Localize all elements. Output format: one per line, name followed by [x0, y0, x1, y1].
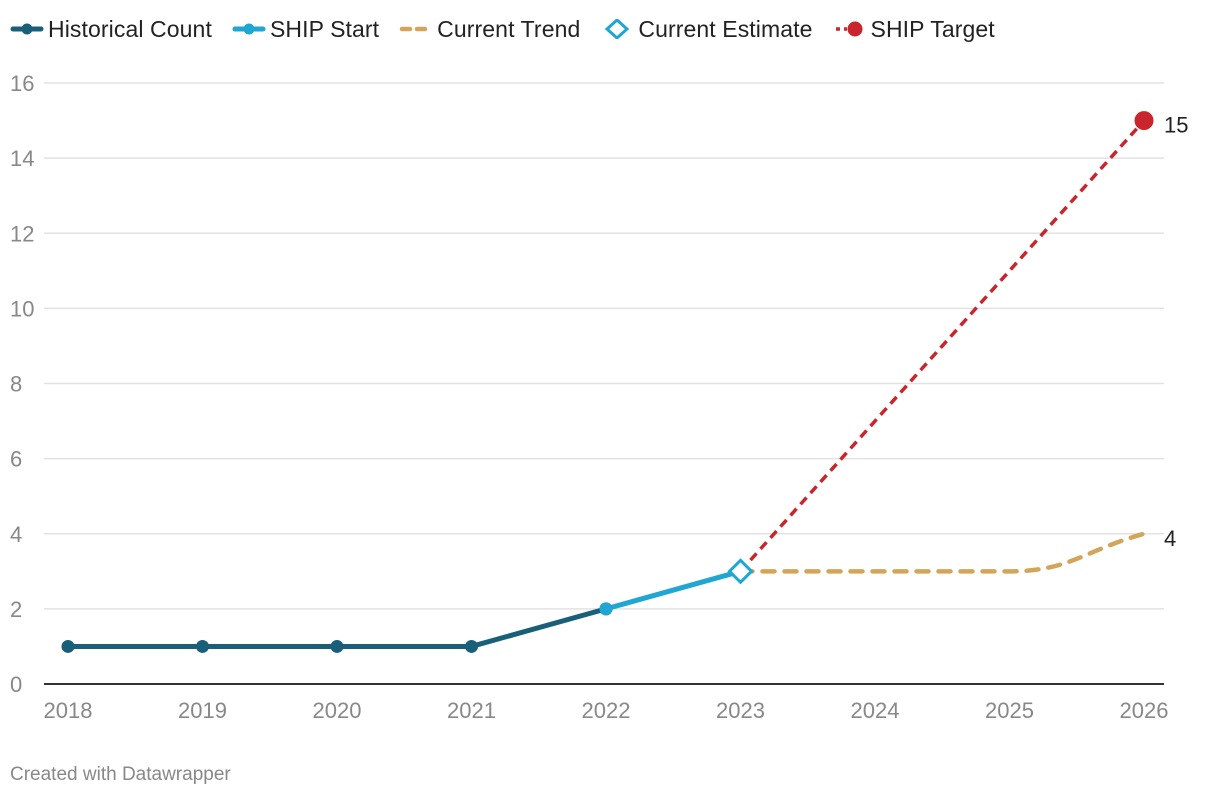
x-tick-label-2024: 2024 [851, 698, 900, 723]
x-tick-label-2018: 2018 [44, 698, 93, 723]
legend-swatch-historical-count [10, 23, 44, 35]
x-tick-label-2020: 2020 [313, 698, 362, 723]
data-labels: 15 4 [1164, 113, 1188, 551]
marker-historical-2020 [330, 639, 344, 653]
data-label-ship-target-end: 15 [1164, 113, 1188, 138]
legend-item-historical-count: Historical Count [10, 14, 212, 44]
series-line-current-trend [738, 531, 1147, 574]
legend-label-historical-count: Historical Count [48, 15, 212, 42]
series-line-ship-target [739, 119, 1146, 573]
marker-ship-target-2026 [1134, 111, 1154, 131]
marker-current-estimate-2023 [727, 558, 754, 585]
legend-item-current-estimate: Current Estimate [600, 14, 812, 44]
y-tick-label-10: 10 [10, 296, 34, 321]
x-tick-label-2021: 2021 [447, 698, 496, 723]
legend-item-ship-start: SHIP Start [232, 14, 379, 44]
x-tick-label-2026: 2026 [1120, 698, 1169, 723]
marker-ship-start-2022 [599, 602, 613, 616]
credit-text: Created with Datawrapper [10, 764, 231, 785]
legend-label-ship-start: SHIP Start [269, 15, 380, 42]
legend-item-current-trend: Current Trend [399, 14, 580, 44]
y-tick-label-6: 6 [10, 447, 22, 472]
legend-label-ship-target: SHIP Target [870, 15, 995, 42]
y-tick-label-2: 2 [10, 597, 22, 622]
x-tick-label-2019: 2019 [178, 698, 227, 723]
marker-historical-2021 [465, 639, 478, 653]
y-tick-label-14: 14 [10, 146, 34, 171]
series-line-ship-start [603, 568, 743, 612]
y-tick-label-4: 4 [10, 522, 22, 547]
y-tick-label-0: 0 [10, 672, 22, 697]
x-tick-label-2022: 2022 [582, 698, 631, 723]
series-markers [61, 111, 1154, 653]
marker-historical-2018 [61, 639, 75, 653]
legend-swatch-current-trend [399, 26, 433, 32]
x-tick-label-2023: 2023 [716, 698, 765, 723]
x-tick-label-2025: 2025 [985, 698, 1034, 723]
y-tick-label-16: 16 [10, 71, 34, 96]
axes: 0 2 4 6 8 10 12 14 16 2018 2019 2020 2021 2022 2023 202… [10, 71, 1168, 723]
legend-label-current-estimate: Current Estimate [638, 15, 813, 42]
y-tick-label-8: 8 [10, 372, 22, 397]
marker-historical-2019 [196, 639, 209, 653]
y-tick-label-12: 12 [10, 221, 34, 246]
legend-label-current-trend: Current Trend [437, 15, 581, 42]
legend-swatch-ship-start [232, 23, 266, 35]
legend-swatch-current-estimate [605, 19, 630, 39]
legend: Historical Count SHIP Start Current Tren… [10, 14, 1015, 44]
legend-item-ship-target: SHIP Target [833, 14, 995, 44]
legend-swatch-ship-target [835, 21, 863, 37]
data-label-current-trend-end: 4 [1164, 526, 1176, 551]
gridlines [44, 82, 1164, 610]
